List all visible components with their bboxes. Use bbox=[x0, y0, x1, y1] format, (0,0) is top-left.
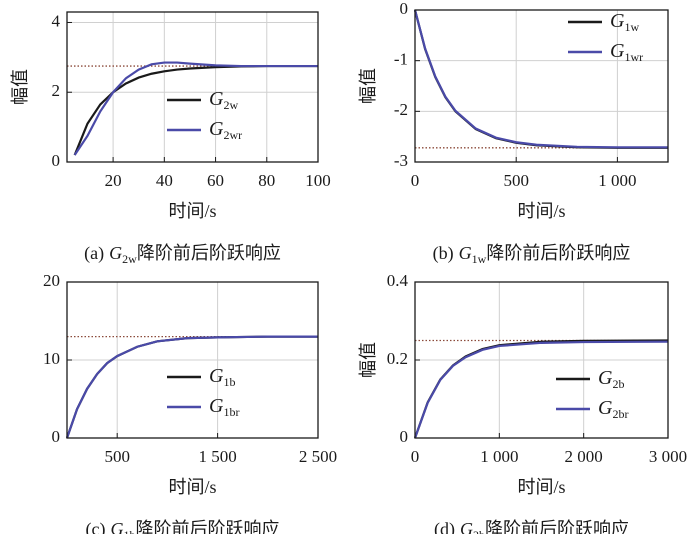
x-axis-label: 时间/s bbox=[168, 477, 216, 497]
caption-prefix: (a) bbox=[84, 243, 104, 264]
y-axis-label: 幅值 bbox=[358, 68, 378, 104]
caption-subscript: 2w bbox=[122, 252, 137, 266]
caption-subscript: 1b bbox=[123, 528, 135, 534]
caption-subscript: 1w bbox=[472, 252, 487, 266]
legend-label: G2w bbox=[209, 88, 238, 112]
plot-frame bbox=[414, 281, 669, 439]
y-tick-label: 0.2 bbox=[387, 349, 408, 368]
legend-subscript: 2b bbox=[612, 377, 624, 391]
caption-prefix: (d) bbox=[434, 519, 455, 534]
y-tick-label: 10 bbox=[43, 349, 60, 368]
caption: (c) G1b降阶前后阶跃响应 bbox=[86, 519, 280, 534]
x-tick-label: 500 bbox=[104, 447, 130, 466]
x-tick-label: 3 000 bbox=[649, 447, 687, 466]
caption-text: 降阶前后阶跃响应 bbox=[137, 243, 281, 263]
legend-label: G2wr bbox=[209, 118, 242, 142]
x-tick-label: 100 bbox=[305, 171, 331, 190]
legend-label: G1wr bbox=[610, 40, 643, 64]
x-tick-label: 0 bbox=[411, 171, 420, 190]
y-tick-label: -2 bbox=[394, 100, 408, 119]
caption-text: 降阶前后阶跃响应 bbox=[135, 519, 279, 534]
y-tick-label: 0 bbox=[400, 427, 409, 446]
caption-prefix: (b) bbox=[433, 243, 454, 264]
x-axis-label: 时间/s bbox=[517, 477, 565, 497]
legend-symbol: G bbox=[610, 10, 625, 32]
x-axis-label: 时间/s bbox=[517, 201, 565, 221]
plot-frame bbox=[66, 281, 319, 439]
x-tick-label: 2 500 bbox=[299, 447, 337, 466]
series-line bbox=[65, 335, 318, 439]
legend-symbol: G bbox=[209, 365, 224, 387]
legend-subscript: 1br bbox=[223, 405, 239, 419]
legend-label: G1w bbox=[610, 10, 639, 34]
legend-subscript: 1w bbox=[624, 20, 639, 34]
legend-label: G2b bbox=[598, 367, 624, 391]
series-line bbox=[413, 9, 668, 149]
x-tick-label: 40 bbox=[156, 171, 173, 190]
y-tick-label: 20 bbox=[43, 271, 60, 290]
legend-symbol: G bbox=[610, 40, 625, 62]
caption-symbol: G bbox=[459, 243, 472, 263]
caption-text: 降阶前后阶跃响应 bbox=[486, 243, 630, 263]
caption-text: 降阶前后阶跃响应 bbox=[485, 519, 629, 534]
x-tick-label: 20 bbox=[105, 171, 122, 190]
x-tick-label: 1 000 bbox=[598, 171, 636, 190]
caption-prefix: (c) bbox=[86, 519, 106, 534]
x-tick-label: 1 000 bbox=[480, 447, 518, 466]
series-line bbox=[65, 335, 318, 439]
x-tick-label: 2 000 bbox=[565, 447, 603, 466]
caption-symbol: G bbox=[110, 519, 123, 534]
y-tick-label: 0 bbox=[400, 0, 409, 18]
series-line bbox=[73, 64, 318, 156]
x-tick-label: 0 bbox=[411, 447, 420, 466]
y-tick-label: 0.4 bbox=[387, 271, 409, 290]
legend-subscript: 1b bbox=[223, 375, 235, 389]
y-tick-label: 0 bbox=[52, 427, 61, 446]
caption: (b) G1w降阶前后阶跃响应 bbox=[433, 243, 631, 266]
legend-subscript: 2wr bbox=[223, 128, 242, 142]
plot-frame bbox=[414, 9, 669, 163]
series-line bbox=[73, 61, 318, 156]
legend-subscript: 1wr bbox=[624, 50, 643, 64]
caption-symbol: G bbox=[109, 243, 122, 263]
y-axis-label: 幅值 bbox=[10, 69, 30, 105]
x-tick-label: 1 500 bbox=[198, 447, 236, 466]
y-tick-label: -3 bbox=[394, 151, 408, 170]
legend-label: G1br bbox=[209, 395, 239, 419]
legend-symbol: G bbox=[209, 88, 224, 110]
x-tick-label: 500 bbox=[503, 171, 529, 190]
series-line bbox=[413, 340, 669, 439]
y-tick-label: -1 bbox=[394, 50, 408, 69]
legend-symbol: G bbox=[598, 397, 613, 419]
caption-symbol: G bbox=[460, 519, 473, 534]
y-tick-label: 4 bbox=[52, 11, 61, 30]
legend-label: G1b bbox=[209, 365, 235, 389]
legend-label: G2br bbox=[598, 397, 628, 421]
caption: (d) G2b降阶前后阶跃响应 bbox=[434, 519, 629, 534]
y-tick-label: 2 bbox=[52, 81, 61, 100]
caption-subscript: 2b bbox=[473, 528, 485, 534]
legend-subscript: 2br bbox=[612, 407, 628, 421]
y-tick-label: 0 bbox=[52, 151, 61, 170]
y-axis-label: 幅值 bbox=[358, 342, 378, 378]
series-line bbox=[413, 339, 669, 439]
legend-symbol: G bbox=[209, 118, 224, 140]
legend-symbol: G bbox=[598, 367, 613, 389]
legend-symbol: G bbox=[209, 395, 224, 417]
x-tick-label: 60 bbox=[207, 171, 224, 190]
x-axis-label: 时间/s bbox=[168, 201, 216, 221]
plot-frame bbox=[66, 11, 319, 163]
caption: (a) G2w降阶前后阶跃响应 bbox=[84, 243, 281, 266]
x-tick-label: 80 bbox=[258, 171, 275, 190]
legend-subscript: 2w bbox=[223, 98, 238, 112]
